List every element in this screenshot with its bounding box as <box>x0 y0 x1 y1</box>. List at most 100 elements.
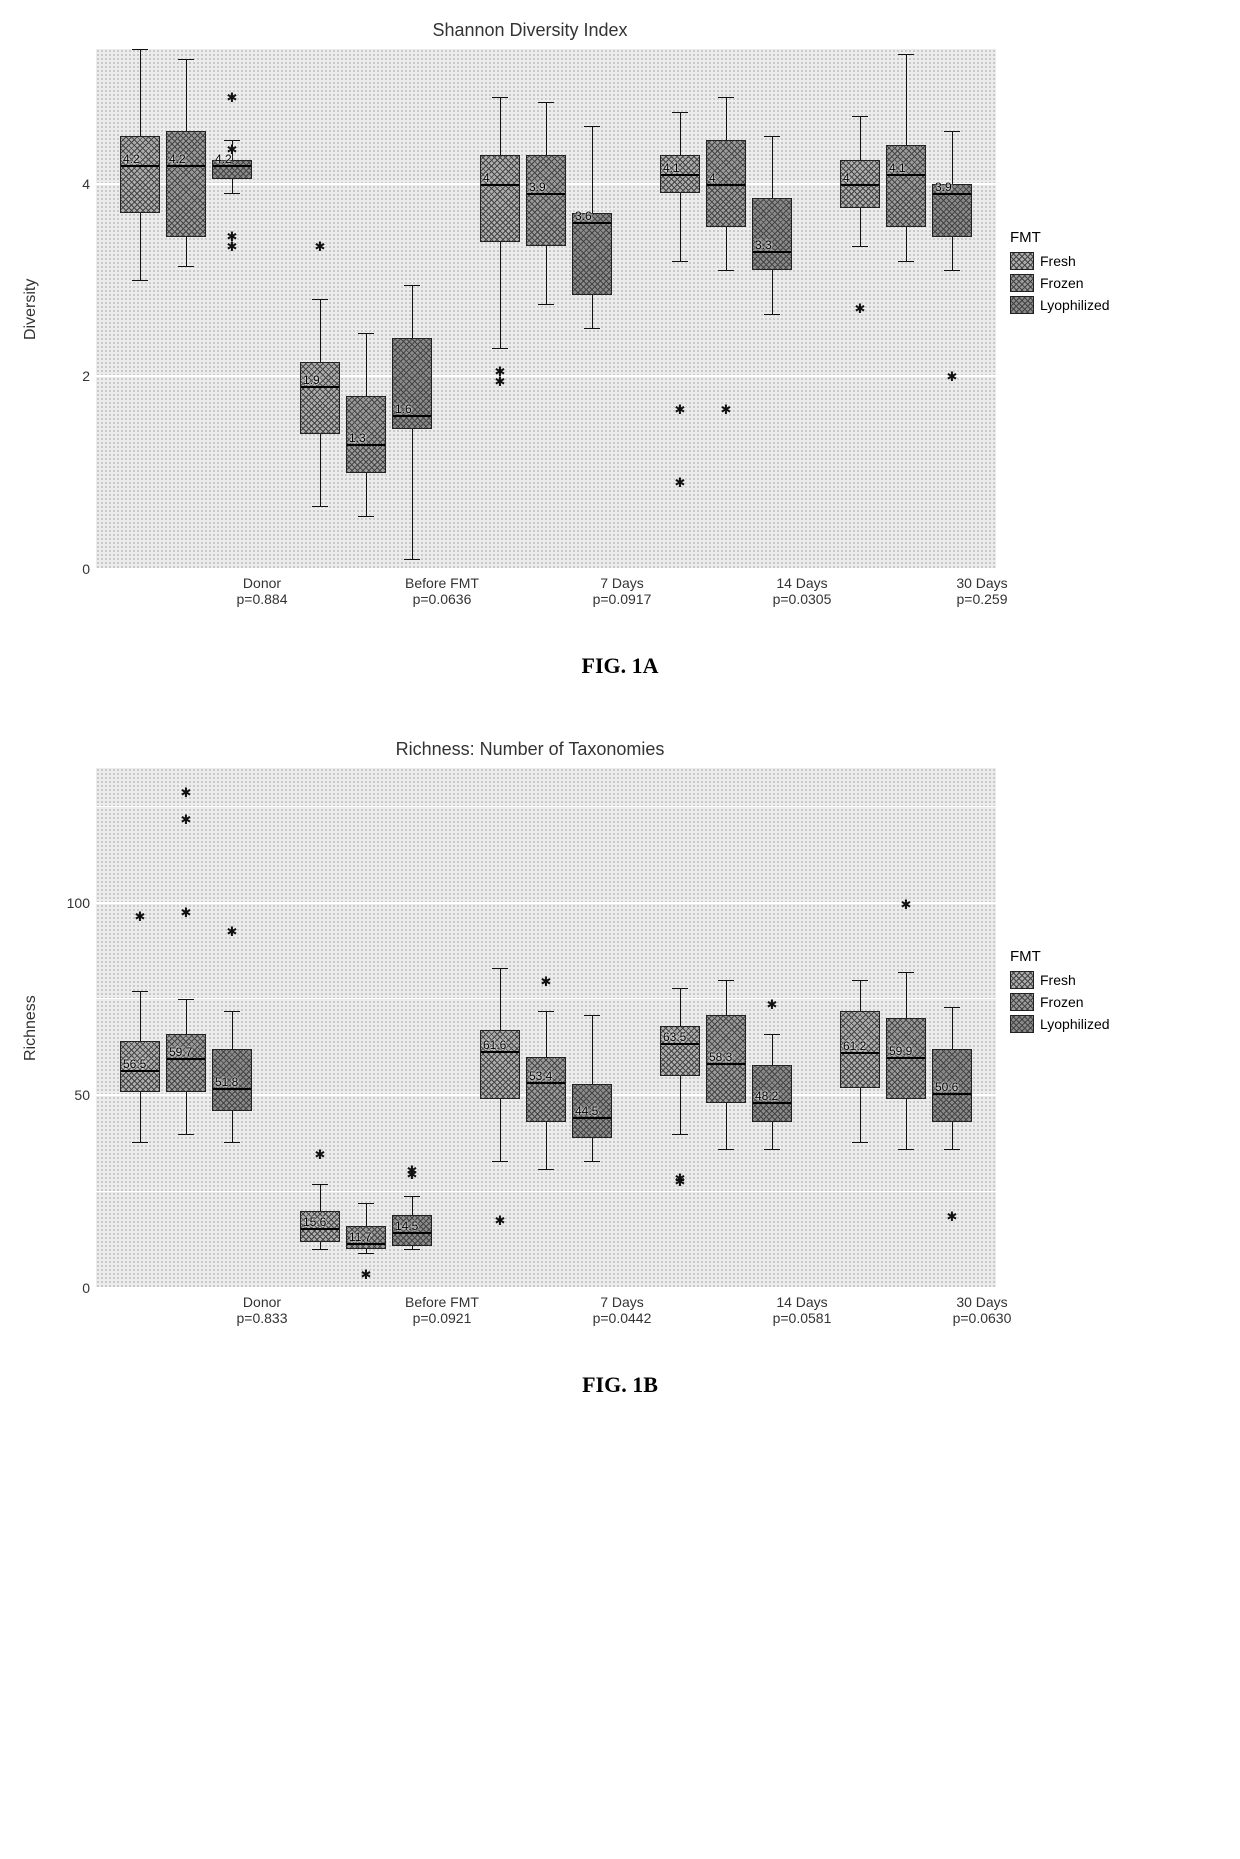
y-tick-label: 2 <box>82 368 90 384</box>
x-axis-labels-b: Donorp=0.833Before FMTp=0.09217 Daysp=0.… <box>96 1288 996 1332</box>
whisker-cap <box>404 1249 420 1250</box>
x-tick-sublabel: p=0.0636 <box>376 591 508 607</box>
box-fresh: 4.1 <box>660 155 700 194</box>
box-fresh: 61.6 <box>480 1030 520 1099</box>
outlier-point: ✱ <box>855 301 866 317</box>
whisker-cap <box>178 999 194 1000</box>
legend-label: Lyophilized <box>1040 1016 1110 1032</box>
legend-label: Frozen <box>1040 994 1084 1010</box>
outlier-point: ✱ <box>227 90 238 106</box>
whisker-cap <box>358 1203 374 1204</box>
x-label-group: Before FMTp=0.0636 <box>376 569 508 607</box>
whisker-cap <box>672 112 688 113</box>
gridline-minor <box>96 1191 996 1192</box>
whisker-cap <box>944 1149 960 1150</box>
figure-caption-a: FIG. 1A <box>20 653 1220 679</box>
whisker-cap <box>224 1142 240 1143</box>
x-tick-label: 7 Days <box>556 575 688 591</box>
legend-item-fresh: Fresh <box>1010 971 1110 989</box>
x-tick-label: 30 Days <box>916 575 1048 591</box>
whisker-cap <box>764 314 780 315</box>
x-axis-labels-a: Donorp=0.884 Before FMTp=0.0636 7 Days p=0.… <box>96 569 996 613</box>
y-tick-label: 100 <box>67 895 90 911</box>
legend-item-fresh: Fresh <box>1010 252 1110 270</box>
x-tick-sublabel: p=0.833 <box>196 1310 328 1326</box>
median-label: 3.6 <box>575 209 592 223</box>
whisker-cap <box>224 1011 240 1012</box>
outlier-point: ✱ <box>495 1213 506 1229</box>
median-label: 1.3 <box>349 431 366 445</box>
legend-item-lyoph: Lyophilized <box>1010 296 1110 314</box>
median-label: 4 <box>843 171 850 185</box>
whisker-cap <box>492 968 508 969</box>
gridline <box>96 902 996 904</box>
whisker-cap <box>672 1134 688 1135</box>
x-tick-label: Donor <box>196 1294 328 1310</box>
legend-item-lyoph: Lyophilized <box>1010 1015 1110 1033</box>
y-ticks-b: 050100 <box>46 768 96 1288</box>
median-label: 4 <box>483 171 490 185</box>
outlier-point: ✱ <box>315 239 326 255</box>
outlier-point: ✱ <box>227 239 238 255</box>
box-lyoph: 51.8 <box>212 1049 252 1111</box>
whisker-cap <box>358 1253 374 1254</box>
whisker-cap <box>852 1142 868 1143</box>
legend-b: FMT Fresh Frozen Lyophilized <box>1010 948 1110 1037</box>
box-lyoph: 1.6 <box>392 338 432 429</box>
legend-title-b: FMT <box>1010 948 1110 965</box>
whisker-cap <box>898 972 914 973</box>
gridline-minor <box>96 998 996 999</box>
whisker-cap <box>312 299 328 300</box>
median-label: 4.2 <box>123 152 140 166</box>
whisker-cap <box>718 1149 734 1150</box>
median-label: 63.5 <box>663 1030 686 1044</box>
legend-swatch <box>1010 252 1034 270</box>
plot-area-b: 56.5✱59.7✱✱✱51.8✱15.6✱11.7✱14.5✱✱61.6✱53… <box>96 768 996 1288</box>
legend-a: FMT FreshFrozenLyophilized <box>1010 229 1110 318</box>
whisker-cap <box>764 1149 780 1150</box>
legend-label: Lyophilized <box>1040 297 1110 313</box>
outlier-point: ✱ <box>541 974 552 990</box>
x-tick-label: Before FMT <box>376 575 508 591</box>
whisker-cap <box>718 97 734 98</box>
median-label: 11.7 <box>349 1230 371 1244</box>
median-label: 3.3 <box>755 238 772 252</box>
whisker-cap <box>404 559 420 560</box>
outlier-point: ✱ <box>675 1174 686 1190</box>
outlier-point: ✱ <box>721 402 732 418</box>
whisker-cap <box>404 1196 420 1197</box>
whisker-cap <box>312 506 328 507</box>
whisker-cap <box>132 1142 148 1143</box>
x-label-group: Before FMTp=0.0921 <box>376 1288 508 1326</box>
whisker-cap <box>852 980 868 981</box>
y-tick-label: 0 <box>82 1280 90 1296</box>
outlier-point: ✱ <box>315 1147 326 1163</box>
median-label: 14.5 <box>395 1219 418 1233</box>
legend-item-frozen: Frozen <box>1010 993 1110 1011</box>
outlier-point: ✱ <box>675 475 686 491</box>
box-fresh: 1.9 <box>300 362 340 434</box>
whisker-cap <box>718 980 734 981</box>
legend-swatch <box>1010 1015 1034 1033</box>
outlier-point: ✱ <box>407 1167 418 1183</box>
y-tick-label: 50 <box>74 1087 90 1103</box>
legend-swatch <box>1010 971 1034 989</box>
whisker-cap <box>178 59 194 60</box>
outlier-point: ✱ <box>181 905 192 921</box>
whisker-cap <box>718 270 734 271</box>
y-ticks-a: 024 <box>46 49 96 569</box>
box-lyoph: 44.5 <box>572 1084 612 1138</box>
figure-1a: Shannon Diversity Index Diversity 024 4.… <box>20 20 1220 679</box>
plot-area-a: 4.24.24.2✱✱✱✱1.9✱1.31.64✱✱3.93.64.1✱✱4✱3… <box>96 49 996 569</box>
whisker-cap <box>764 1034 780 1035</box>
median-label: 51.8 <box>215 1075 238 1089</box>
whisker-cap <box>538 1169 554 1170</box>
x-label-group: Donorp=0.884 <box>196 569 328 607</box>
x-tick-sublabel: p=0.0581 <box>736 1310 868 1326</box>
outlier-point: ✱ <box>361 1267 372 1283</box>
whisker-cap <box>178 266 194 267</box>
whisker-cap <box>358 516 374 517</box>
box-fresh: 61.2 <box>840 1011 880 1088</box>
x-tick-sublabel: p=0.0305 <box>736 591 868 607</box>
y-axis-label-b: Richness <box>20 768 42 1288</box>
